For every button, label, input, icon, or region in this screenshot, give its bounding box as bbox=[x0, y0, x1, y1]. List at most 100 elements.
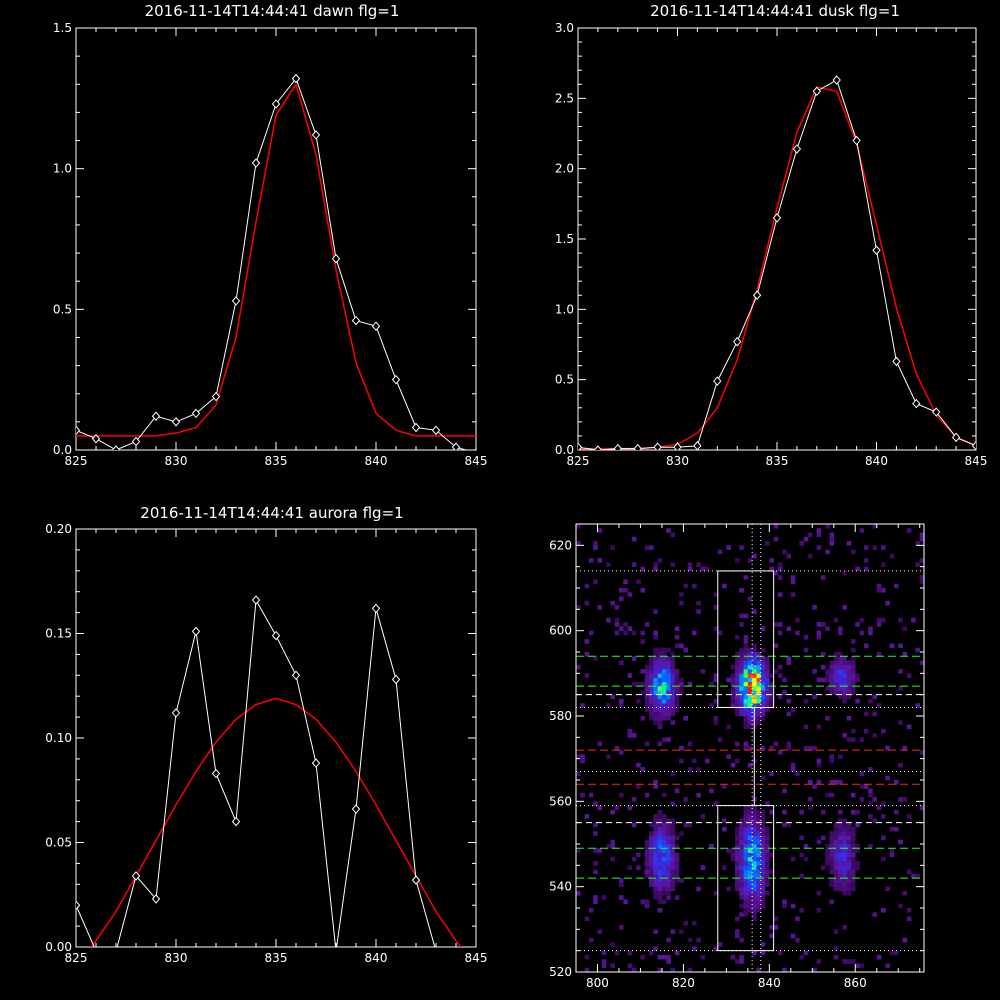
heatmap-cell bbox=[868, 698, 873, 704]
heatmap-cell bbox=[889, 553, 895, 559]
heatmap-cell bbox=[850, 959, 856, 964]
heatmap-cell bbox=[734, 698, 740, 704]
heatmap-cell bbox=[833, 844, 839, 849]
heatmap-cell bbox=[842, 826, 847, 832]
heatmap-cell bbox=[734, 690, 740, 695]
heatmap-cell bbox=[649, 848, 654, 853]
heatmap-cell bbox=[760, 852, 766, 858]
heatmap-cell bbox=[666, 873, 671, 879]
heatmap-cell bbox=[786, 822, 792, 828]
heatmap-cell bbox=[881, 545, 886, 550]
heatmap-cell bbox=[752, 848, 757, 853]
heatmap-cell bbox=[734, 856, 740, 862]
heatmap-cell bbox=[760, 826, 766, 832]
x-tick-label: 840 bbox=[865, 454, 888, 468]
heatmap-cell bbox=[855, 822, 860, 828]
heatmap-cell bbox=[584, 600, 590, 606]
heatmap-cell bbox=[765, 698, 770, 704]
y-tick-label: 0.10 bbox=[45, 731, 72, 745]
heatmap-cell bbox=[795, 617, 800, 623]
heatmap-cell bbox=[653, 890, 658, 896]
data-point bbox=[211, 768, 221, 779]
heatmap-cell bbox=[898, 720, 903, 725]
heatmap-cell bbox=[790, 856, 796, 862]
heatmap-cell bbox=[674, 852, 680, 858]
heatmap-cell bbox=[790, 579, 796, 585]
heatmap-cell bbox=[649, 716, 654, 721]
heatmap-cell bbox=[752, 686, 757, 691]
heatmap-cell bbox=[829, 673, 835, 678]
heatmap-cell bbox=[868, 788, 873, 794]
heatmap-cell bbox=[670, 698, 676, 704]
heatmap-cell bbox=[743, 899, 749, 905]
heatmap-cell bbox=[756, 895, 762, 900]
heatmap-cell bbox=[653, 835, 658, 841]
heatmap-cell bbox=[915, 703, 921, 708]
heatmap-cell bbox=[842, 873, 847, 879]
heatmap-cell bbox=[576, 848, 581, 853]
heatmap-cell bbox=[597, 741, 603, 747]
heatmap-cell bbox=[889, 643, 895, 649]
heatmap-cell bbox=[726, 724, 731, 730]
heatmap-cell bbox=[618, 895, 624, 900]
data-point bbox=[131, 871, 141, 881]
heatmap-cell bbox=[666, 856, 671, 862]
heatmap-cell bbox=[747, 677, 753, 683]
heatmap-cell bbox=[743, 707, 749, 713]
data-point bbox=[311, 130, 321, 140]
heatmap-cell bbox=[850, 882, 856, 887]
heatmap-cell bbox=[743, 809, 749, 815]
heatmap-cell bbox=[653, 818, 658, 823]
heatmap-cell bbox=[825, 844, 830, 849]
heatmap-cell bbox=[713, 946, 719, 951]
heatmap-cell bbox=[657, 558, 663, 563]
heatmap-cell bbox=[661, 690, 667, 695]
heatmap-cell bbox=[756, 882, 762, 887]
heatmap-cell bbox=[674, 694, 680, 700]
heatmap-cell bbox=[670, 856, 676, 862]
plot-series-group bbox=[578, 75, 976, 450]
data-point bbox=[892, 356, 901, 367]
heatmap-cell bbox=[765, 801, 770, 806]
heatmap-cell bbox=[657, 720, 663, 725]
heatmap-cell bbox=[653, 720, 658, 725]
heatmap-cell bbox=[850, 886, 856, 892]
heatmap-cell bbox=[747, 745, 753, 751]
heatmap-cell bbox=[747, 805, 753, 811]
heatmap-cell bbox=[893, 809, 899, 815]
heatmap-cell bbox=[833, 681, 839, 687]
heatmap-cell bbox=[855, 622, 860, 627]
heatmap-cell bbox=[657, 660, 663, 666]
heatmap-cell bbox=[752, 856, 757, 862]
heatmap-cell bbox=[760, 707, 766, 713]
heatmap-cell bbox=[644, 545, 650, 550]
heatmap-cell bbox=[739, 622, 744, 627]
heatmap-cell bbox=[747, 558, 753, 563]
heatmap-cell bbox=[898, 903, 903, 909]
heatmap-cell bbox=[833, 852, 839, 858]
heatmap-cell bbox=[829, 861, 835, 866]
heatmap-cell bbox=[919, 750, 924, 755]
heatmap-cell bbox=[825, 716, 830, 721]
heatmap-cell bbox=[915, 873, 921, 879]
heatmap-cell bbox=[747, 865, 753, 870]
heatmap-cell bbox=[773, 643, 779, 649]
heatmap-cell bbox=[631, 733, 637, 738]
heatmap-cell bbox=[584, 967, 590, 972]
heatmap-cell bbox=[855, 809, 860, 815]
heatmap-cell bbox=[752, 886, 757, 892]
heatmap-cell bbox=[769, 686, 774, 691]
heatmap-cell bbox=[734, 664, 740, 670]
heatmap-cell bbox=[906, 673, 912, 678]
heatmap-cell bbox=[756, 652, 762, 657]
heatmap-cell bbox=[756, 822, 762, 828]
heatmap-cell bbox=[644, 664, 650, 670]
heatmap-cell bbox=[863, 643, 869, 649]
heatmap-cell bbox=[644, 686, 650, 691]
heatmap-cell bbox=[765, 839, 770, 845]
heatmap-cell bbox=[760, 809, 766, 815]
heatmap-cell bbox=[653, 677, 658, 683]
heatmap-cell bbox=[739, 878, 744, 883]
heatmap-cell bbox=[760, 886, 766, 892]
heatmap-cell bbox=[743, 575, 749, 580]
